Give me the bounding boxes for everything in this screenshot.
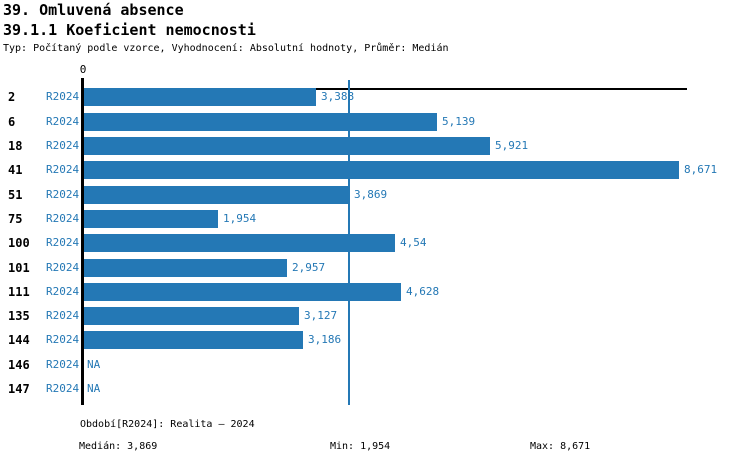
bar	[84, 161, 679, 180]
legend-period-label: Období[R2024]: Realita – 2024	[80, 419, 255, 430]
row-category-label: 18	[8, 139, 23, 153]
bar	[84, 258, 287, 277]
bar-value-label: 8,671	[684, 163, 718, 177]
bar	[84, 112, 437, 131]
row-series-label: R2024	[46, 90, 80, 104]
row-series-label: R2024	[46, 211, 80, 225]
chart-row: 41 R2024 8,671	[0, 161, 750, 180]
chart-row: 2 R2024 3,388	[0, 88, 750, 107]
row-series-label: R2024	[46, 382, 80, 395]
chart-meta-line: Typ: Počítaný podle vzorce, Vyhodnocení:…	[3, 43, 449, 54]
row-category-label: 146	[8, 357, 30, 372]
row-category-label: 2	[8, 90, 16, 105]
x-axis-line	[81, 88, 687, 90]
bar	[84, 137, 490, 155]
row-category-label: 41	[8, 163, 23, 178]
chart-subtitle: 39.1.1 Koeficient nemocnosti	[3, 21, 256, 39]
page-title: 39. Omluvená absence	[3, 1, 184, 19]
row-category-label: 75	[8, 211, 23, 226]
row-category-label: 6	[8, 114, 16, 129]
chart-row: 135 R2024 3,127	[0, 307, 750, 326]
chart-row: 18 R2024 5,921	[0, 137, 750, 155]
bar	[84, 185, 349, 204]
row-series-label: R2024	[46, 284, 80, 298]
bar-value-label: 3,869	[354, 187, 388, 201]
bar	[84, 209, 218, 228]
bar	[84, 234, 395, 253]
row-series-label: R2024	[46, 236, 80, 250]
bar-value-label: 4,628	[406, 284, 440, 298]
chart-row: 101 R2024 2,957	[0, 258, 750, 277]
row-category-label: 144	[8, 333, 30, 348]
bar-value-label: NA	[87, 382, 101, 395]
row-category-label: 111	[8, 284, 30, 299]
bar	[84, 282, 401, 301]
chart-row: 111 R2024 4,628	[0, 282, 750, 301]
bar-value-label: 3,186	[308, 333, 342, 347]
row-series-label: R2024	[46, 260, 80, 274]
row-category-label: 135	[8, 309, 30, 324]
row-category-label: 101	[8, 260, 30, 275]
row-series-label: R2024	[46, 357, 80, 371]
row-category-label: 51	[8, 187, 23, 202]
chart-row: 51 R2024 3,869	[0, 185, 750, 204]
bar	[84, 88, 316, 107]
stat-median-label: Medián: 3,869	[79, 441, 158, 452]
chart-row: 144 R2024 3,186	[0, 331, 750, 350]
row-series-label: R2024	[46, 309, 80, 323]
bar-value-label: 1,954	[223, 211, 257, 225]
chart-row: 75 R2024 1,954	[0, 209, 750, 228]
chart-row: 6 R2024 5,139	[0, 112, 750, 131]
bar-value-label: 5,139	[442, 114, 476, 128]
row-category-label: 100	[8, 236, 30, 251]
chart-row: 100 R2024 4,54	[0, 234, 750, 253]
bar	[84, 331, 303, 350]
row-series-label: R2024	[46, 139, 80, 152]
x-axis-zero-tick-label: 0	[79, 63, 87, 76]
bar-value-label: 3,127	[304, 309, 338, 323]
bar-value-label: NA	[87, 357, 101, 371]
row-series-label: R2024	[46, 114, 80, 128]
chart-row: 147 R2024 NA	[0, 380, 750, 398]
bar-value-label: 2,957	[292, 260, 326, 274]
bar-value-label: 5,921	[495, 139, 529, 152]
row-category-label: 147	[8, 382, 30, 396]
row-series-label: R2024	[46, 163, 80, 177]
y-axis-line	[81, 78, 84, 405]
stat-max-label: Max: 8,671	[530, 441, 591, 452]
row-series-label: R2024	[46, 333, 80, 347]
bar-value-label: 4,54	[400, 236, 427, 250]
row-series-label: R2024	[46, 187, 80, 201]
chart-row: 146 R2024 NA	[0, 356, 750, 374]
stat-min-label: Min: 1,954	[330, 441, 391, 452]
bar	[84, 307, 299, 326]
bar-value-label: 3,388	[321, 90, 355, 104]
